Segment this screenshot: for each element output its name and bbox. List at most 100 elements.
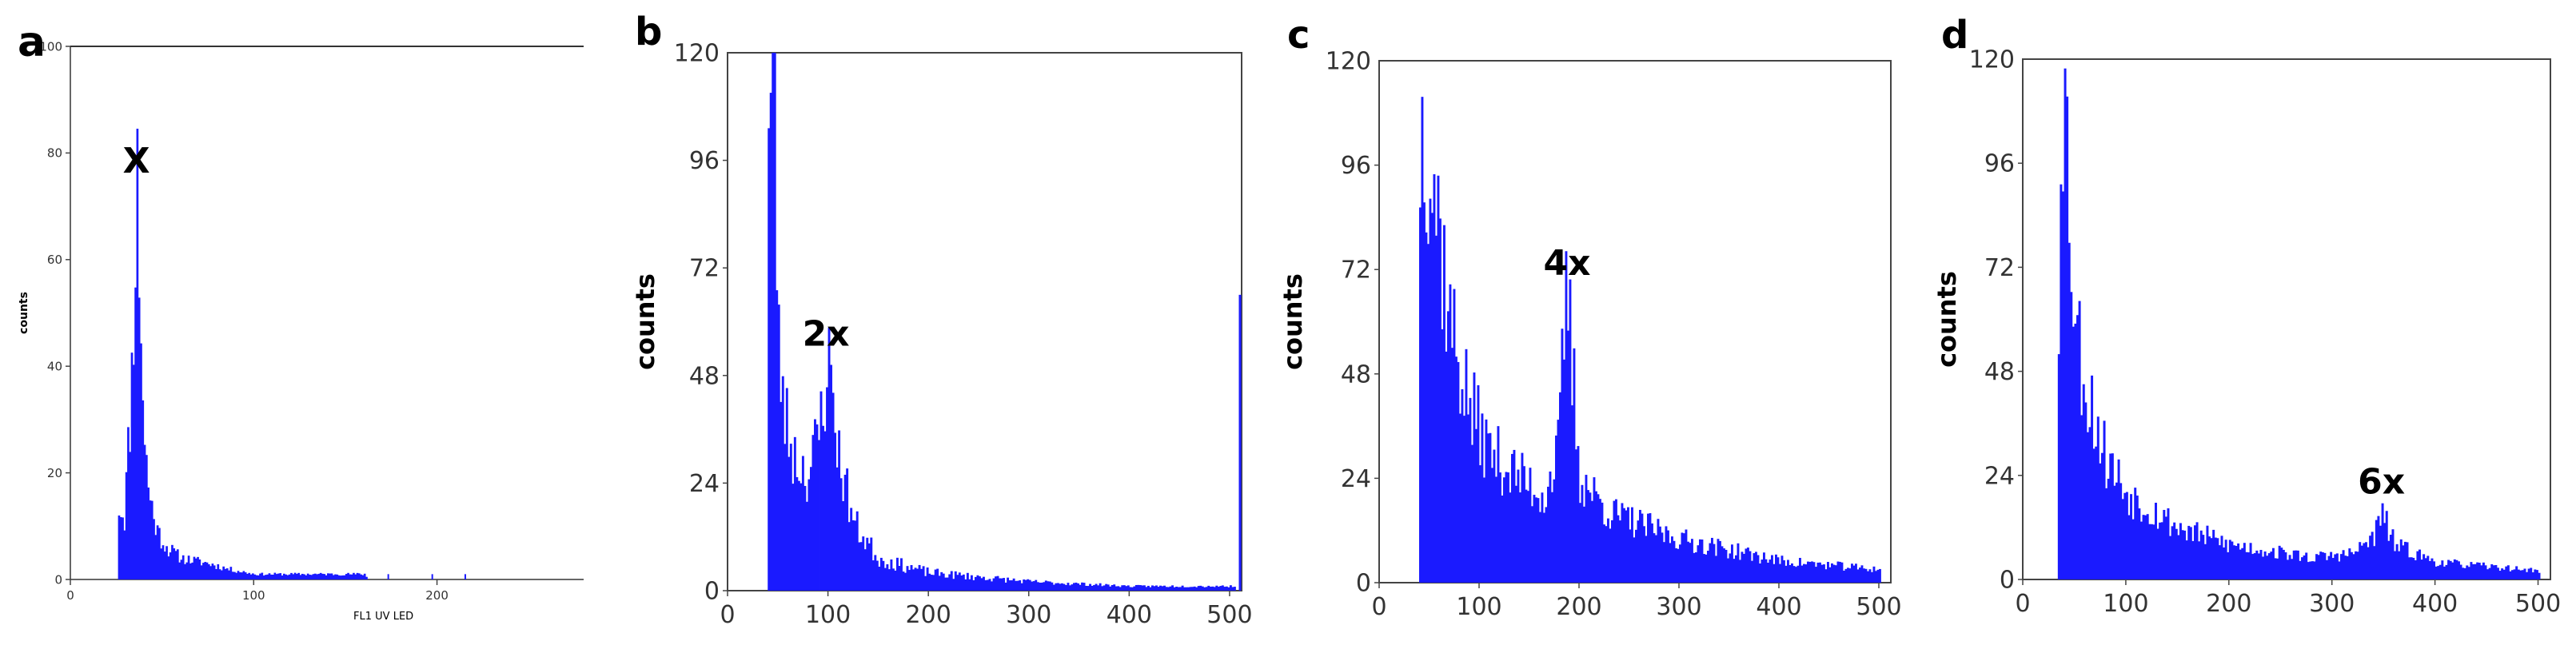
- histogram-bin: [928, 573, 931, 591]
- histogram-bin: [2072, 326, 2075, 579]
- x-tick-label: 200: [2206, 590, 2251, 618]
- histogram-bin: [1575, 449, 1577, 583]
- histogram-bin: [906, 566, 909, 591]
- histogram-bin: [160, 548, 163, 579]
- histogram-bin: [2224, 540, 2227, 579]
- histogram-bin: [2498, 571, 2502, 579]
- histogram-bin: [902, 571, 905, 591]
- histogram-bin: [2284, 551, 2287, 579]
- histogram-bin: [218, 569, 221, 579]
- histogram-bin: [2416, 551, 2419, 579]
- histogram-bin: [2218, 545, 2221, 579]
- histogram-bin: [788, 456, 791, 591]
- histogram-bin: [796, 477, 799, 591]
- histogram-bin: [1491, 468, 1493, 583]
- y-tick-label: 48: [1984, 358, 2015, 386]
- histogram-bin: [1475, 428, 1477, 583]
- histogram-bin: [2245, 551, 2248, 579]
- histogram-bin: [2235, 546, 2238, 579]
- histogram-bin: [2171, 526, 2174, 579]
- histogram-bin: [1703, 554, 1705, 583]
- histogram-bin: [878, 567, 881, 591]
- x-tick-label: 0: [720, 601, 735, 629]
- histogram-bin: [1193, 586, 1196, 591]
- x-tick-label: 300: [1656, 593, 1701, 621]
- histogram-bin: [2109, 453, 2112, 579]
- histogram-bin: [835, 467, 839, 591]
- histogram-bin: [1635, 529, 1637, 583]
- histogram-bin: [299, 575, 302, 579]
- histogram-bin: [2484, 565, 2487, 579]
- histogram-bin: [866, 537, 869, 591]
- histogram-bin: [807, 479, 811, 591]
- histogram-bin: [1827, 562, 1829, 583]
- histogram-bin: [1629, 529, 1632, 583]
- histogram-bin: [2266, 555, 2269, 579]
- histogram-bin: [769, 93, 772, 591]
- histogram-bin: [2228, 540, 2231, 579]
- histogram-bin: [1068, 585, 1071, 591]
- histogram-bin: [1016, 580, 1019, 591]
- histogram-bin: [1553, 479, 1556, 583]
- histogram-bin: [1221, 585, 1224, 591]
- histogram-bin: [154, 535, 158, 579]
- histogram-bin: [1423, 202, 1426, 583]
- histogram-bin: [1223, 587, 1226, 591]
- y-tick-label: 0: [2000, 567, 2015, 595]
- histogram-bin: [1000, 578, 1003, 591]
- histogram-bin: [2288, 555, 2291, 579]
- histogram-bin: [1803, 563, 1805, 583]
- histogram-bin: [862, 536, 865, 591]
- peak-label: 2x: [803, 314, 850, 355]
- histogram-bin: [1617, 515, 1620, 583]
- histogram-bin: [2096, 416, 2099, 579]
- histogram-bin: [938, 575, 941, 591]
- x-tick-label: 300: [2309, 590, 2355, 618]
- histogram-bin: [2330, 551, 2333, 579]
- histogram-bin: [912, 569, 915, 591]
- histogram-bin: [1044, 580, 1047, 591]
- histogram-bin: [2296, 550, 2299, 579]
- histogram-bin: [2159, 522, 2162, 579]
- histogram-bin: [1828, 567, 1832, 583]
- histogram-bin: [2482, 562, 2485, 579]
- histogram-bin: [2424, 558, 2427, 579]
- histogram-bin: [2301, 557, 2304, 579]
- histogram-bin: [890, 559, 893, 591]
- histogram-bin: [143, 444, 146, 579]
- histogram-bin: [781, 376, 784, 591]
- histogram-bin: [2515, 566, 2518, 579]
- histogram-bin: [138, 297, 141, 579]
- histogram-bin: [431, 574, 433, 579]
- histogram-bin: [265, 575, 267, 579]
- histogram-bin: [1517, 469, 1520, 583]
- histogram-bin: [2115, 482, 2118, 579]
- histogram-bin: [2323, 552, 2327, 579]
- histogram-bin: [244, 572, 247, 579]
- histogram-bin: [811, 435, 815, 591]
- histogram-bin: [858, 542, 861, 591]
- histogram-bin: [1747, 548, 1749, 583]
- histogram-bin: [2437, 566, 2440, 579]
- histogram-bin: [1699, 539, 1701, 583]
- histogram-bin: [1157, 587, 1160, 591]
- panel-label: b: [635, 10, 662, 54]
- histogram-bin: [2394, 551, 2397, 579]
- histogram-bin: [169, 552, 172, 579]
- histogram-bin: [272, 574, 274, 579]
- histogram-bin: [1745, 548, 1748, 583]
- histogram-bin: [1571, 405, 1573, 583]
- histogram-bin: [1059, 583, 1062, 591]
- histogram-bin: [1489, 432, 1492, 583]
- histogram-bin: [1757, 555, 1760, 583]
- histogram-bin: [2092, 448, 2095, 579]
- peak-label: 4x: [1544, 243, 1591, 284]
- histogram-bin: [363, 573, 366, 579]
- histogram-bin: [2287, 559, 2289, 579]
- histogram-bin: [1179, 587, 1182, 591]
- histogram-bin: [1207, 585, 1210, 591]
- histogram-bin: [204, 562, 207, 579]
- histogram-bin: [1563, 359, 1565, 583]
- histogram-bin: [2152, 524, 2155, 579]
- histogram-bin: [1185, 587, 1188, 591]
